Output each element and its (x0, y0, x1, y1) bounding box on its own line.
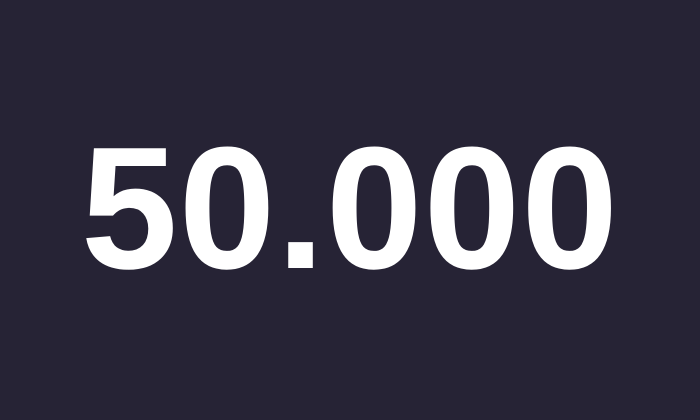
big-number-text: 50.000 (80, 109, 620, 305)
